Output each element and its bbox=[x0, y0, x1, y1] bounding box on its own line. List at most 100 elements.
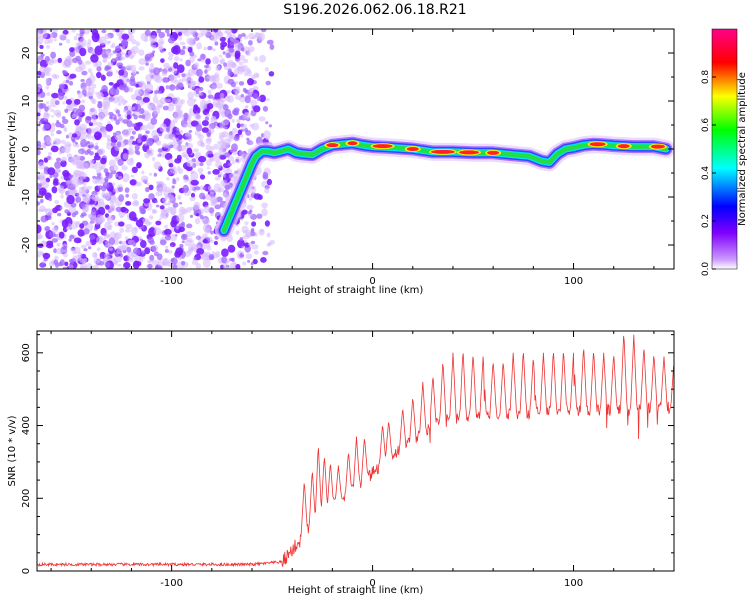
noise-speckle bbox=[71, 133, 78, 138]
noise-speckle bbox=[194, 130, 199, 136]
noise-speckle bbox=[57, 185, 65, 192]
noise-speckle bbox=[264, 67, 269, 72]
noise-speckle bbox=[228, 47, 235, 53]
noise-speckle bbox=[185, 142, 194, 150]
noise-speckle bbox=[97, 206, 106, 216]
noise-speckle bbox=[173, 62, 179, 69]
noise-speckle bbox=[158, 90, 162, 94]
noise-speckle bbox=[249, 99, 258, 107]
noise-speckle bbox=[60, 194, 64, 199]
noise-speckle bbox=[249, 141, 254, 146]
noise-speckle bbox=[175, 247, 184, 256]
noise-speckle bbox=[116, 134, 123, 141]
noise-speckle bbox=[102, 57, 108, 64]
noise-speckle bbox=[159, 97, 167, 105]
noise-speckle bbox=[54, 255, 59, 261]
noise-speckle bbox=[118, 29, 125, 33]
noise-speckle bbox=[75, 33, 80, 37]
noise-speckle bbox=[125, 193, 129, 198]
noise-speckle bbox=[187, 249, 193, 255]
noise-speckle bbox=[68, 238, 72, 242]
noise-speckle bbox=[94, 131, 102, 141]
noise-speckle bbox=[45, 78, 51, 85]
noise-speckle bbox=[117, 113, 122, 117]
noise-speckle bbox=[76, 191, 84, 197]
noise-speckle bbox=[150, 153, 154, 156]
noise-speckle bbox=[186, 160, 194, 168]
noise-speckle bbox=[227, 162, 232, 167]
noise-speckle bbox=[135, 219, 144, 228]
noise-speckle bbox=[68, 264, 74, 269]
noise-speckle bbox=[197, 82, 201, 86]
noise-speckle bbox=[86, 42, 91, 47]
noise-speckle bbox=[79, 47, 87, 57]
noise-speckle bbox=[139, 207, 146, 215]
noise-speckle bbox=[264, 220, 270, 227]
top-ytick-label: 10 bbox=[21, 95, 32, 108]
noise-speckle bbox=[37, 36, 44, 44]
noise-speckle bbox=[212, 169, 220, 175]
noise-speckle bbox=[243, 112, 251, 120]
noise-speckle bbox=[193, 201, 201, 211]
noise-speckle bbox=[90, 209, 97, 216]
noise-speckle bbox=[212, 48, 216, 52]
bottom-xtick-label: 0 bbox=[369, 578, 375, 589]
noise-speckle bbox=[199, 174, 206, 180]
noise-speckle bbox=[51, 238, 58, 243]
noise-speckle bbox=[209, 191, 215, 197]
noise-speckle bbox=[196, 248, 205, 255]
noise-speckle bbox=[75, 196, 82, 203]
noise-speckle bbox=[71, 29, 76, 33]
noise-speckle bbox=[123, 86, 129, 93]
noise-speckle bbox=[237, 66, 246, 72]
noise-speckle bbox=[195, 90, 200, 95]
noise-speckle bbox=[162, 202, 168, 206]
noise-speckle bbox=[203, 205, 210, 214]
noise-speckle bbox=[214, 41, 219, 46]
noise-speckle bbox=[74, 98, 81, 105]
noise-speckle bbox=[120, 241, 124, 244]
noise-speckle bbox=[72, 173, 80, 180]
noise-speckle bbox=[165, 245, 169, 250]
noise-speckle bbox=[253, 105, 261, 113]
noise-speckle bbox=[206, 245, 212, 251]
noise-speckle bbox=[38, 161, 45, 170]
noise-speckle bbox=[78, 155, 86, 161]
noise-speckle bbox=[107, 243, 112, 248]
noise-speckle bbox=[88, 122, 93, 127]
noise-speckle bbox=[103, 236, 107, 240]
noise-speckle bbox=[261, 208, 268, 217]
noise-speckle bbox=[207, 45, 213, 51]
noise-speckle bbox=[220, 44, 225, 51]
noise-speckle bbox=[107, 61, 114, 68]
noise-speckle bbox=[149, 172, 153, 176]
noise-speckle bbox=[144, 38, 149, 42]
noise-speckle bbox=[121, 33, 130, 41]
noise-speckle bbox=[114, 255, 122, 263]
noise-speckle bbox=[246, 137, 250, 141]
ridge-hotspot bbox=[430, 149, 455, 154]
noise-speckle bbox=[229, 257, 234, 262]
noise-speckle bbox=[61, 116, 66, 120]
noise-speckle bbox=[79, 123, 87, 131]
noise-speckle bbox=[166, 32, 171, 37]
noise-speckle bbox=[105, 173, 109, 177]
noise-speckle bbox=[234, 52, 241, 60]
noise-speckle bbox=[166, 177, 170, 181]
noise-speckle bbox=[47, 215, 52, 221]
noise-speckle bbox=[121, 173, 130, 183]
noise-speckle bbox=[169, 144, 174, 149]
noise-speckle bbox=[97, 214, 103, 220]
noise-speckle bbox=[136, 150, 141, 156]
noise-speckle bbox=[129, 64, 137, 73]
noise-speckle bbox=[104, 33, 112, 40]
noise-speckle bbox=[57, 57, 63, 64]
noise-speckle bbox=[227, 78, 235, 85]
noise-speckle bbox=[226, 59, 235, 67]
noise-speckle bbox=[252, 258, 258, 265]
noise-speckle bbox=[62, 70, 68, 75]
noise-speckle bbox=[58, 169, 62, 173]
noise-speckle bbox=[109, 199, 115, 206]
noise-speckle bbox=[87, 127, 95, 134]
